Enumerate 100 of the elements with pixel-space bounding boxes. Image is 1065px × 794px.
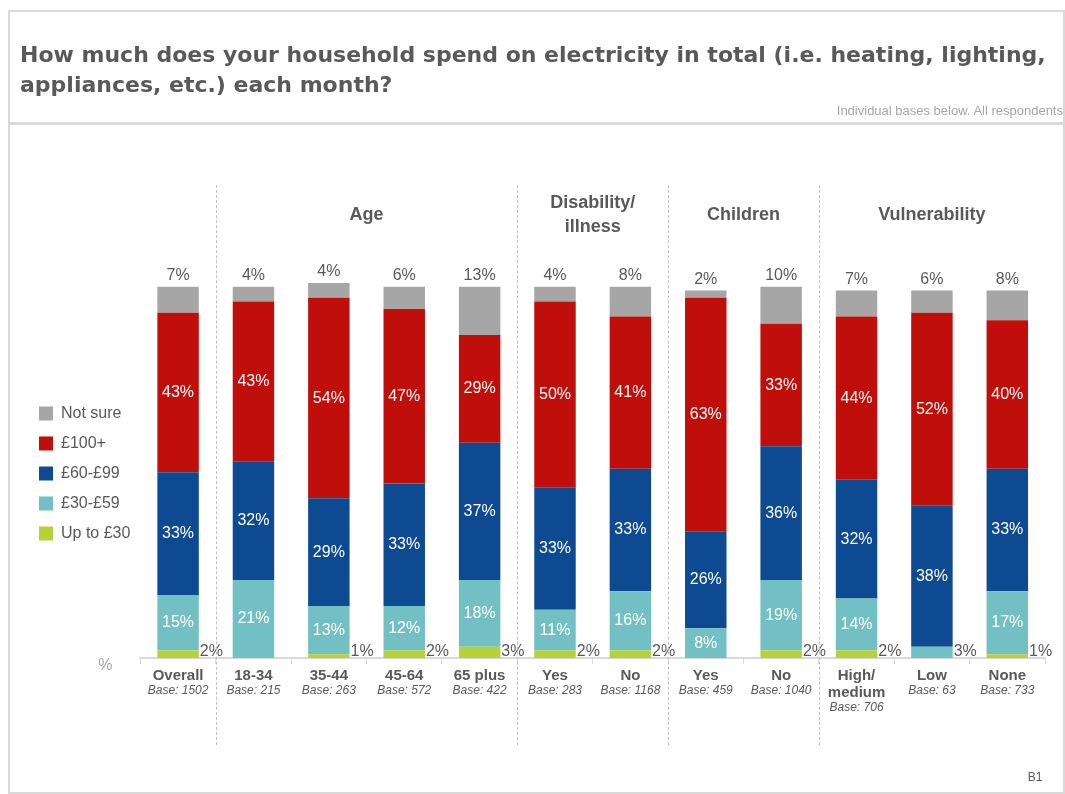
- data-label: 33%: [538, 538, 572, 556]
- bar: [232, 286, 275, 302]
- data-label: 2%: [802, 642, 827, 660]
- bar: [232, 301, 275, 462]
- data-label: 29%: [312, 542, 345, 560]
- data-label: 47%: [388, 386, 421, 404]
- bar: [534, 286, 576, 302]
- x-tick-label: 18-34 Base: 215: [226, 665, 281, 698]
- text: Vulnerability: [878, 203, 986, 224]
- data-label: 17%: [991, 613, 1024, 631]
- data-label: 33%: [388, 535, 421, 553]
- bar: [232, 580, 275, 658]
- bar: [986, 591, 1029, 655]
- data-label: 13%: [463, 266, 496, 284]
- data-label: 2%: [878, 642, 902, 660]
- bar: [835, 316, 878, 480]
- data-label: 40%: [991, 384, 1024, 402]
- bar: [534, 301, 576, 488]
- x-tick-label: No Base: 1040: [750, 665, 812, 698]
- data-label: 14%: [840, 614, 873, 632]
- data-label: 4%: [543, 266, 567, 284]
- bar: [534, 609, 576, 651]
- bar: [157, 312, 199, 473]
- data-label: 21%: [237, 609, 270, 627]
- x-tick-label: High/ medium Base: 706: [827, 665, 886, 715]
- bar: [835, 598, 878, 651]
- data-label: 8%: [694, 633, 718, 651]
- data-label: 8%: [618, 266, 642, 284]
- bar: [911, 505, 953, 647]
- bar: [760, 580, 802, 651]
- data-label: 36%: [765, 503, 798, 521]
- data-label: 4%: [241, 266, 266, 284]
- data-label: 33%: [614, 520, 647, 538]
- bar: [157, 286, 199, 313]
- bar: [308, 498, 350, 607]
- bar: [911, 646, 953, 658]
- x-tick-label: Overall Base: 1502: [147, 665, 209, 698]
- data-label: 33%: [162, 524, 195, 542]
- data-label: 3%: [953, 642, 977, 660]
- data-label: 63%: [689, 405, 722, 423]
- data-label: 2%: [425, 642, 450, 660]
- data-label: 7%: [844, 269, 869, 287]
- data-label: 15%: [162, 613, 195, 631]
- data-label: 44%: [840, 388, 873, 406]
- x-tick-label: 45-64 Base: 572: [377, 665, 432, 698]
- bar: [986, 320, 1029, 469]
- bar: [458, 286, 501, 335]
- data-label: 2%: [576, 642, 600, 660]
- legend-label: Not sure: [61, 403, 122, 421]
- data-label: 33%: [991, 520, 1024, 538]
- text: B1: [1027, 770, 1043, 785]
- bar: [609, 650, 652, 658]
- bar: [609, 316, 652, 469]
- x-tick-label: Yes Base: 459: [678, 665, 734, 698]
- data-label: 6%: [920, 269, 944, 287]
- bar: [308, 283, 350, 298]
- data-label: 41%: [614, 382, 647, 400]
- data-label: 50%: [538, 384, 572, 402]
- bar: [157, 594, 199, 651]
- data-label: 1%: [350, 642, 374, 660]
- bar: [685, 531, 727, 629]
- bar: [383, 606, 425, 651]
- data-label: 4%: [317, 262, 341, 280]
- data-label: 1%: [1029, 642, 1053, 660]
- text: Age: [349, 203, 384, 224]
- chart-subtitle: Individual bases below. All respondents: [836, 103, 1063, 118]
- data-label: 33%: [765, 375, 798, 393]
- bar: [911, 290, 953, 313]
- data-label: 32%: [237, 511, 270, 529]
- data-label: 11%: [539, 620, 571, 638]
- data-label: 43%: [162, 382, 195, 400]
- data-label: 43%: [237, 371, 270, 389]
- y-axis-title: %: [98, 656, 113, 674]
- bar: [157, 650, 199, 658]
- bar: [685, 290, 727, 298]
- bar: [609, 286, 652, 317]
- data-label: 18%: [463, 603, 496, 621]
- x-tick-label: 35-44 Base: 263: [301, 665, 357, 698]
- bar: [609, 468, 652, 592]
- data-label: 13%: [312, 620, 345, 638]
- data-label: 6%: [392, 266, 416, 284]
- data-label: 2%: [652, 642, 676, 660]
- data-label: 26%: [689, 570, 722, 588]
- bar: [835, 290, 878, 317]
- chart-title: How much does your household spend on electricity in total (i.e. heating, lighting, appliances, etc.) each month?: [20, 41, 1047, 99]
- legend-label: £100+: [61, 433, 106, 451]
- x-tick-label: None Base: 733: [980, 665, 1035, 698]
- legend-label: Up to £30: [61, 523, 131, 541]
- bar: [458, 580, 501, 647]
- bar: [835, 479, 878, 599]
- bar: [760, 286, 802, 324]
- bar: [383, 483, 425, 607]
- bar: [534, 487, 576, 610]
- data-label: 37%: [463, 501, 496, 519]
- bar: [760, 323, 802, 447]
- data-label: 38%: [915, 566, 948, 584]
- bar: [835, 650, 878, 658]
- data-label: 32%: [840, 529, 873, 547]
- bar: [986, 654, 1029, 658]
- bar: [458, 442, 501, 581]
